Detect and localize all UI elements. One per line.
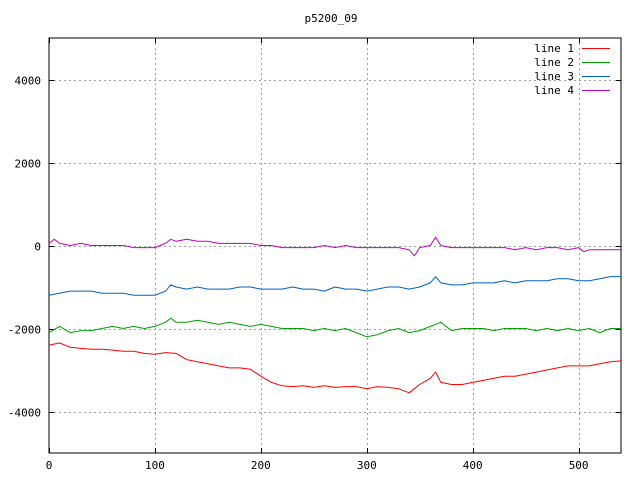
- axis-ticks: 0 100 200 300 400 500 -4000 -2000 0 2000 4000: [8, 38, 621, 472]
- y-tick-label: 0: [34, 241, 41, 254]
- x-tick-label: 100: [145, 459, 165, 472]
- legend-label-3: line 3: [534, 70, 574, 83]
- series-line-2: [48, 317, 621, 338]
- plot-frame: [48, 37, 622, 454]
- y-tick-label: 2000: [15, 158, 42, 171]
- chart-title: p5200_09: [305, 12, 358, 25]
- legend-label-4: line 4: [534, 84, 574, 97]
- x-tick-label: 200: [251, 459, 271, 472]
- series-line-1: [48, 342, 622, 394]
- series-lines: [48, 236, 622, 394]
- x-tick-label: 300: [357, 459, 377, 472]
- series-line-3: [48, 276, 621, 296]
- series-line-4: [48, 236, 621, 257]
- legend-label-2: line 2: [534, 56, 574, 69]
- x-tick-label: 400: [463, 459, 483, 472]
- x-tick-label: 0: [46, 459, 53, 472]
- y-tick-label: -2000: [8, 324, 41, 337]
- grid: [49, 38, 621, 453]
- legend-label-1: line 1: [534, 42, 574, 55]
- x-tick-label: 500: [569, 459, 589, 472]
- y-tick-label: 4000: [15, 75, 42, 88]
- y-tick-label: -4000: [8, 407, 41, 420]
